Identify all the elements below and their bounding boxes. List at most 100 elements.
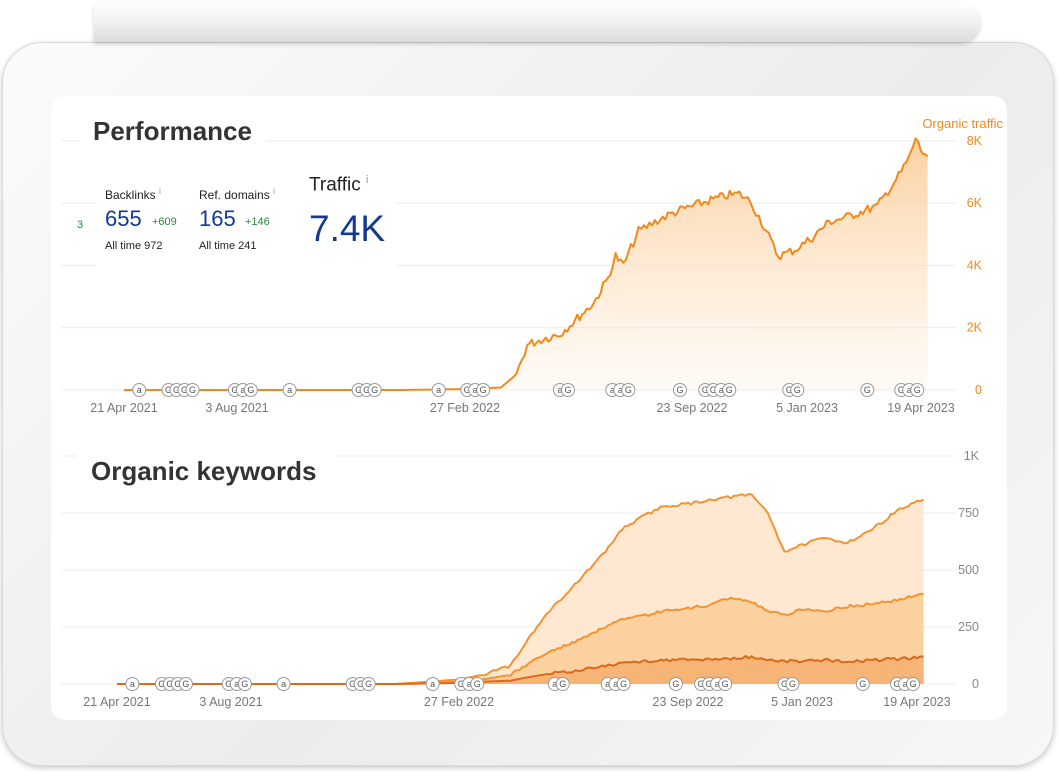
keywords-x-tick-label: 21 Apr 2021 <box>83 695 150 709</box>
google-update-icon: G <box>361 677 376 691</box>
keywords-annotation-glyph: G <box>722 679 729 689</box>
keywords-annotation-glyph: G <box>174 679 181 689</box>
traffic-annotation-glyph: G <box>371 385 378 395</box>
keywords-annotation-ring <box>276 677 291 691</box>
google-update-icon: G <box>367 383 382 397</box>
google-update-icon: G <box>860 383 875 397</box>
keywords-annotation-glyph: G <box>166 679 173 689</box>
traffic-annotation-ring <box>722 383 737 397</box>
keywords-annotation-glyph: G <box>781 679 788 689</box>
traffic-info-icon[interactable]: i <box>366 174 369 186</box>
traffic-annotation-glyph: a <box>719 385 724 395</box>
ahrefs-update-icon: a <box>132 383 147 397</box>
traffic-annotation-glyph: G <box>247 385 254 395</box>
keywords-annotation-glyph: G <box>672 679 679 689</box>
ahrefs-update-icon: a <box>276 677 291 691</box>
keywords-annotation-glyph: a <box>467 679 472 689</box>
panel-title-organic-keywords: Organic keywords <box>77 450 337 497</box>
keywords-annotation-glyph: G <box>241 679 248 689</box>
keywords-annotation-glyph: G <box>620 679 627 689</box>
google-update-icon: G <box>718 677 733 691</box>
traffic-annotation-glyph: a <box>618 385 623 395</box>
traffic-x-tick-label: 21 Apr 2021 <box>90 401 157 415</box>
organic-traffic-chart: 0 2K 4K 6K 8K 21 Apr 2021 3 Aug 2021 27 Feb 202… <box>61 134 983 415</box>
traffic-annotation-glyph: G <box>898 385 905 395</box>
traffic-annotation-glyph: G <box>181 385 188 395</box>
keywords-annotation-glyph: a <box>234 679 239 689</box>
backlinks-label[interactable]: Backlinks i <box>105 186 162 202</box>
keywords-annotation-ring <box>237 677 252 691</box>
traffic-annotation-glyph: G <box>702 385 709 395</box>
traffic-annotation-glyph: G <box>726 385 733 395</box>
keywords-y-tick-label: 500 <box>958 563 979 577</box>
google-update-icon: G <box>785 677 800 691</box>
tablet-screen: 0 2K 4K 6K 8K 21 Apr 2021 3 Aug 2021 27 Feb 202… <box>51 96 1007 720</box>
backlinks-info-icon[interactable]: i <box>159 186 162 196</box>
traffic-annotation-glyph: a <box>907 385 912 395</box>
traffic-annotation-glyph: G <box>794 385 801 395</box>
traffic-annotation-glyph: a <box>240 385 245 395</box>
traffic-annotation-glyph: a <box>436 385 441 395</box>
traffic-annotation-ring <box>476 383 491 397</box>
keywords-annotation-glyph: a <box>605 679 610 689</box>
keywords-annotation-ring <box>555 677 570 691</box>
traffic-annotation-ring <box>910 383 925 397</box>
google-update-icon: G <box>790 383 805 397</box>
ahrefs-update-icon: a <box>125 677 140 691</box>
organic-traffic-line <box>124 137 929 391</box>
keywords-annotation-ring <box>668 677 683 691</box>
keywords-annotation-glyph: G <box>474 679 481 689</box>
keywords-series-bottom-line <box>117 654 924 685</box>
google-update-icon: G <box>470 677 485 691</box>
keywords-annotation-ring <box>855 677 870 691</box>
traffic-value[interactable]: 7.4K <box>309 208 386 249</box>
keywords-annotation-glyph: a <box>903 679 908 689</box>
keywords-annotation-glyph: a <box>281 679 286 689</box>
traffic-y-tick-label: 0 <box>975 383 982 397</box>
google-update-icon: G <box>910 383 925 397</box>
traffic-y-tick-label: 4K <box>967 258 983 272</box>
keywords-y-tick-label: 750 <box>958 506 979 520</box>
traffic-annotation-glyph: G <box>564 385 571 395</box>
organic-traffic-series-label[interactable]: Organic traffic <box>922 116 1003 131</box>
traffic-y-tick-label: 8K <box>967 134 983 148</box>
backlinks-value[interactable]: 655 <box>105 206 142 231</box>
ref-domains-label[interactable]: Ref. domains i <box>199 186 276 202</box>
traffic-annotation-ring <box>672 383 687 397</box>
traffic-annotation-glyph: a <box>557 385 562 395</box>
keywords-annotation-glyph: G <box>706 679 713 689</box>
traffic-annotation-ring <box>132 383 147 397</box>
keywords-annotation-ring <box>470 677 485 691</box>
traffic-annotation-glyph: G <box>165 385 172 395</box>
traffic-annotation-ring <box>185 383 200 397</box>
keywords-annotation-ring <box>785 677 800 691</box>
metrics-summary: 3 Backlinks i 655 +609 All time 972 Ref.… <box>77 170 396 270</box>
traffic-x-tick-label: 23 Sep 2022 <box>657 401 728 415</box>
keywords-annotation-glyph: G <box>225 679 232 689</box>
traffic-annotation-glyph: G <box>480 385 487 395</box>
keywords-annotation-ring <box>125 677 140 691</box>
traffic-annotation-glyph: a <box>137 385 142 395</box>
traffic-x-tick-label: 5 Jan 2023 <box>776 401 838 415</box>
keywords-annotation-glyph: G <box>910 679 917 689</box>
organic-traffic-area <box>124 138 928 390</box>
traffic-annotation-glyph: a <box>610 385 615 395</box>
google-update-icon: G <box>476 383 491 397</box>
ref-domains-delta: +146 <box>245 216 270 228</box>
traffic-annotation-glyph: G <box>625 385 632 395</box>
keywords-annotation-glyph: G <box>365 679 372 689</box>
traffic-annotation-ring <box>282 383 297 397</box>
keywords-annotation-ring <box>906 677 921 691</box>
keywords-annotation-glyph: G <box>158 679 165 689</box>
traffic-annotation-ring <box>790 383 805 397</box>
keywords-annotation-glyph: G <box>458 679 465 689</box>
traffic-label[interactable]: Traffic i <box>309 174 369 196</box>
stylus-pencil <box>94 4 980 42</box>
google-update-icon: G <box>178 677 193 691</box>
organic-keywords-panel: 0 250 500 750 1K 21 Apr 2021 3 Aug 2021 27 Feb … <box>51 434 1007 720</box>
ref-domains-info-icon[interactable]: i <box>273 186 276 196</box>
keywords-annotation-ring <box>178 677 193 691</box>
keywords-annotation-glyph: G <box>894 679 901 689</box>
traffic-annotation-glyph: G <box>363 385 370 395</box>
ref-domains-value[interactable]: 165 <box>199 206 236 231</box>
